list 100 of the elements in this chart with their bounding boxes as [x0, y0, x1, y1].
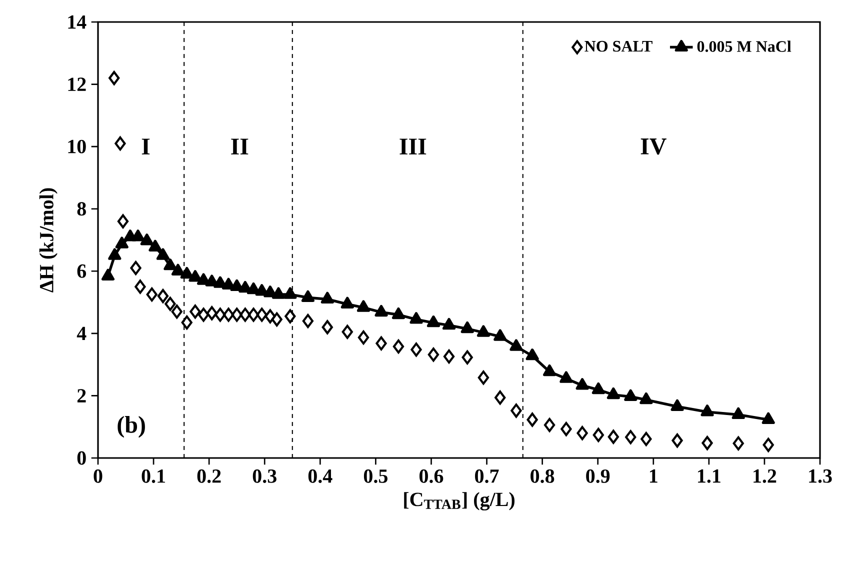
point — [342, 324, 353, 339]
point — [246, 282, 260, 294]
x-tick-label: 0.5 — [364, 469, 388, 483]
point — [146, 287, 158, 302]
point — [255, 284, 268, 296]
point — [180, 266, 194, 279]
point — [156, 248, 170, 260]
point — [108, 248, 122, 260]
y-tick-label: 6 — [77, 264, 86, 278]
point — [592, 382, 605, 394]
x-tick-label: 0.8 — [530, 469, 554, 483]
legend-label: 0.005 M NaCl — [697, 40, 792, 52]
y-tick-label: 12 — [68, 78, 86, 91]
point — [544, 418, 556, 432]
point — [624, 389, 638, 401]
point — [188, 270, 202, 282]
point — [762, 412, 775, 424]
point — [376, 336, 387, 350]
legend-label: NO SALT — [584, 40, 652, 52]
point — [322, 320, 333, 334]
point — [198, 308, 210, 322]
point — [462, 350, 473, 364]
point — [543, 364, 556, 376]
point — [284, 309, 296, 324]
point — [302, 314, 314, 328]
y-tick-label: 8 — [77, 202, 86, 216]
y-tick-label: 2 — [77, 389, 86, 402]
point — [222, 308, 234, 322]
point — [732, 436, 744, 450]
point — [510, 404, 522, 418]
point — [164, 296, 176, 311]
point — [140, 234, 154, 246]
point — [478, 370, 490, 385]
point — [494, 329, 507, 341]
point — [248, 308, 260, 322]
annotation: (b) — [118, 416, 145, 438]
point — [222, 278, 236, 290]
point — [410, 312, 423, 324]
x-tick-label: 0 — [94, 469, 102, 483]
point — [181, 315, 192, 330]
point — [284, 287, 297, 299]
x-tick-label: 0.6 — [419, 469, 444, 483]
point — [148, 240, 162, 252]
point — [670, 399, 684, 411]
point — [392, 307, 405, 320]
x-tick-label: 1.3 — [809, 469, 832, 483]
point — [410, 342, 422, 357]
annotation: III — [400, 138, 426, 154]
y-axis-title: ΔH (kJ/mol) — [39, 188, 58, 292]
point — [115, 236, 128, 248]
point — [442, 318, 456, 330]
annotation: II — [231, 138, 248, 154]
x-tick-label: 0.1 — [142, 469, 166, 483]
x-tick-label: 1.1 — [698, 469, 720, 483]
point — [131, 230, 145, 242]
point — [271, 312, 282, 326]
point — [672, 433, 683, 448]
point — [526, 348, 539, 360]
point — [592, 428, 604, 442]
point — [101, 268, 115, 280]
point — [640, 432, 652, 446]
point — [130, 260, 142, 276]
x-tick-label: 0.2 — [197, 469, 221, 483]
y-tick-label: 0 — [77, 451, 86, 465]
point — [762, 438, 774, 452]
point — [197, 273, 210, 285]
point — [264, 286, 277, 298]
point — [460, 321, 474, 334]
point — [494, 390, 506, 405]
y-tick-label: 10 — [68, 140, 86, 154]
x-tick-label: 0.9 — [586, 469, 610, 483]
point — [358, 330, 370, 345]
point — [702, 436, 713, 450]
point — [214, 276, 227, 288]
point — [256, 308, 268, 322]
point — [240, 308, 251, 322]
point — [356, 300, 370, 312]
point — [206, 306, 218, 320]
y-tick-label: 14 — [68, 15, 86, 29]
point — [608, 430, 619, 444]
point — [560, 371, 573, 383]
point — [640, 392, 653, 404]
point — [157, 288, 169, 304]
x-tick-label: 0.7 — [475, 469, 499, 483]
annotation: IV — [640, 138, 666, 155]
point — [576, 426, 588, 440]
point — [426, 316, 440, 328]
point — [510, 339, 523, 351]
point — [392, 339, 404, 354]
point — [231, 308, 242, 322]
point — [443, 349, 455, 364]
point — [264, 309, 276, 324]
point — [214, 308, 226, 322]
point — [205, 274, 218, 286]
point — [374, 304, 388, 317]
annotation: I — [142, 138, 150, 154]
point — [340, 296, 354, 308]
x-tick-label: 1 — [650, 469, 658, 483]
point — [428, 348, 440, 362]
x-tick-label: 0.4 — [308, 469, 332, 483]
